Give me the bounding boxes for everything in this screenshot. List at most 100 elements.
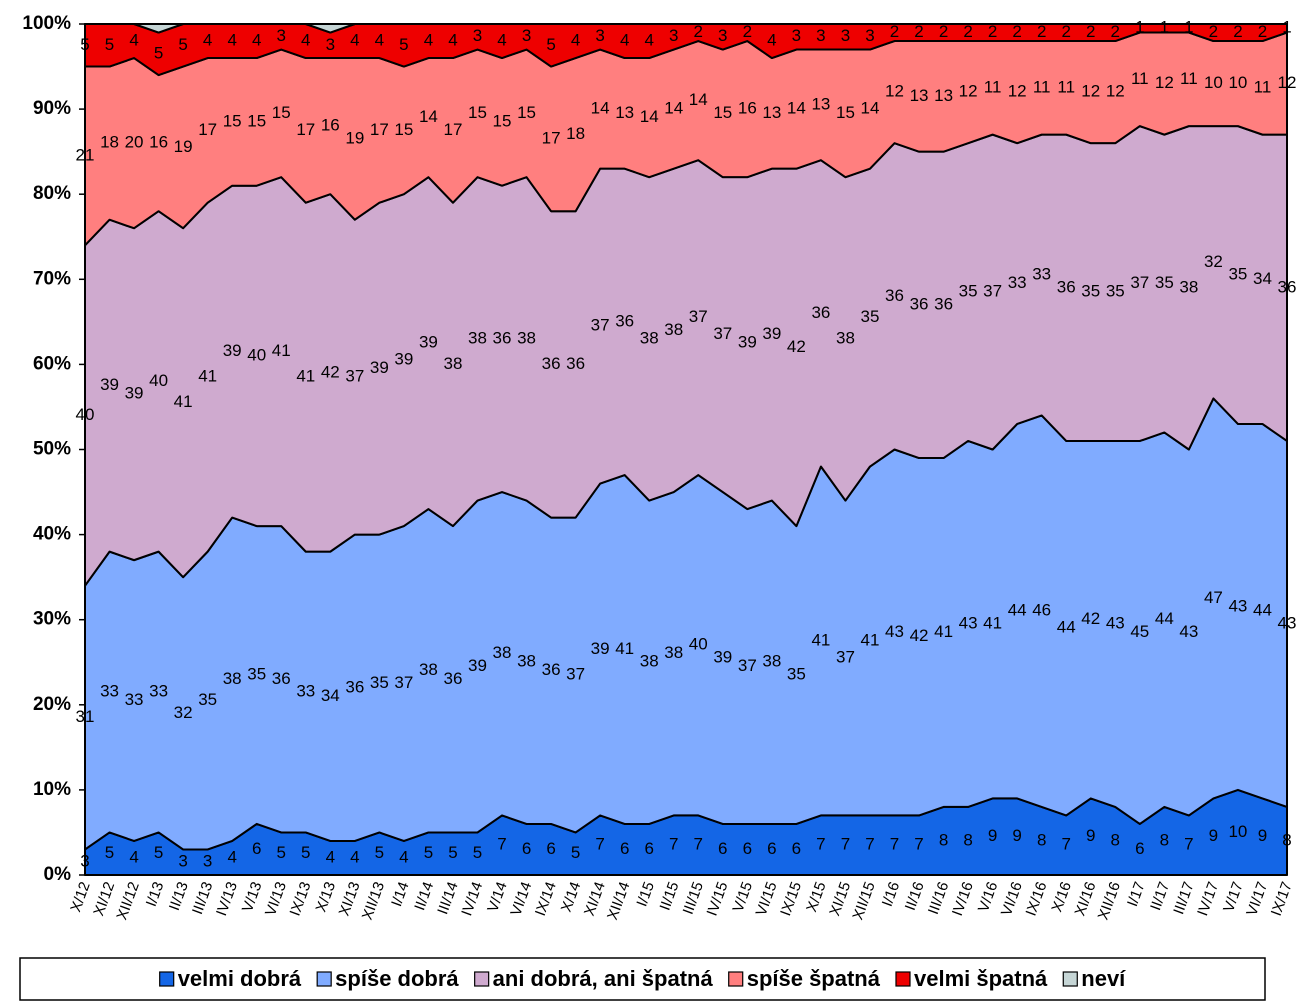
data-label: 2 [1258, 22, 1267, 41]
data-label: 14 [787, 99, 806, 118]
data-label: 11 [1057, 77, 1075, 96]
data-label: 36 [345, 677, 364, 696]
data-label: 17 [198, 120, 217, 139]
data-label: 8 [1037, 830, 1046, 849]
y-tick-label: 70% [33, 268, 71, 289]
data-label: 39 [223, 341, 242, 360]
data-label: 5 [473, 843, 482, 862]
data-label: 5 [546, 35, 555, 54]
x-tick-label: III/17 [1170, 880, 1197, 917]
data-label: 14 [689, 90, 708, 109]
data-label: 41 [174, 392, 193, 411]
data-label: 5 [277, 843, 286, 862]
legend-label: neví [1081, 966, 1126, 991]
data-label: 7 [497, 835, 506, 854]
data-label: 36 [542, 660, 561, 679]
legend-swatch [474, 971, 490, 987]
data-label: 11 [984, 77, 1002, 96]
data-label: 36 [272, 669, 291, 688]
x-tick-label: IX/14 [532, 880, 560, 919]
data-label: 36 [910, 294, 929, 313]
data-label: 6 [718, 839, 727, 858]
data-label: 37 [394, 673, 413, 692]
data-label: 35 [198, 690, 217, 709]
x-tick-label: II/16 [902, 880, 928, 913]
data-label: 39 [370, 358, 389, 377]
data-label: 46 [1032, 601, 1051, 620]
data-label: 11 [1033, 77, 1051, 96]
data-label: 35 [1228, 265, 1247, 284]
x-tick-label: IX/15 [777, 880, 805, 919]
data-label: 34 [321, 686, 340, 705]
legend-label: ani dobrá, ani špatná [493, 966, 714, 991]
data-label: 2 [988, 22, 997, 41]
data-label: 12 [959, 82, 978, 101]
data-label: 2 [743, 22, 752, 41]
x-tick-label: V/16 [975, 880, 1002, 915]
data-label: 34 [1253, 269, 1272, 288]
x-tick-label: IX/16 [1022, 880, 1050, 919]
x-tick-label: I/17 [1124, 880, 1149, 909]
data-label: 16 [321, 116, 340, 135]
x-tick-label: IV/14 [458, 880, 486, 919]
data-label: 44 [1008, 601, 1027, 620]
data-label: 20 [125, 133, 144, 152]
data-label: 39 [125, 384, 144, 403]
data-label: 4 [350, 31, 359, 50]
data-label: 6 [522, 839, 531, 858]
data-label: 4 [448, 31, 457, 50]
x-tick-label: X/15 [803, 880, 830, 915]
data-label: 14 [591, 99, 610, 118]
data-label: 2 [1086, 22, 1095, 41]
data-label: 36 [493, 328, 512, 347]
x-tick-label: V/13 [239, 880, 266, 915]
data-label: 43 [1228, 596, 1247, 615]
data-label: 17 [542, 128, 561, 147]
data-label: 14 [640, 107, 659, 126]
data-label: 12 [1155, 73, 1174, 92]
data-label: 4 [227, 31, 236, 50]
data-label: 2 [890, 22, 899, 41]
data-label: 5 [448, 843, 457, 862]
data-label: 44 [1155, 609, 1174, 628]
data-label: 15 [247, 111, 266, 130]
data-label: 37 [983, 282, 1002, 301]
data-label: 7 [841, 835, 850, 854]
x-tick-label: II/15 [657, 880, 683, 913]
data-label: 42 [787, 337, 806, 356]
data-label: 11 [1131, 69, 1149, 88]
x-tick-label: II/17 [1147, 880, 1173, 913]
x-tick-label: IV/17 [1194, 880, 1222, 919]
data-label: 7 [890, 835, 899, 854]
data-label: 3 [792, 26, 801, 45]
data-label: 44 [1253, 601, 1272, 620]
data-label: 39 [762, 324, 781, 343]
data-label: 5 [154, 843, 163, 862]
data-label: 9 [1258, 826, 1267, 845]
data-label: 43 [1179, 622, 1198, 641]
data-label: 41 [296, 367, 315, 386]
data-label: 41 [934, 622, 953, 641]
data-label: 6 [743, 839, 752, 858]
data-label: 40 [149, 371, 168, 390]
x-tick-label: X/12 [67, 880, 94, 915]
data-label: 44 [1057, 618, 1076, 637]
data-label: 19 [174, 137, 193, 156]
data-label: 39 [591, 639, 610, 658]
legend-swatch [728, 971, 744, 987]
data-label: 4 [644, 31, 653, 50]
data-label: 47 [1204, 588, 1223, 607]
data-label: 4 [203, 31, 212, 50]
y-tick-label: 100% [22, 13, 71, 34]
data-label: 15 [493, 111, 512, 130]
data-label: 13 [811, 94, 830, 113]
data-label: 35 [861, 307, 880, 326]
y-tick-label: 10% [33, 779, 71, 800]
data-label: 2 [1233, 22, 1242, 41]
data-label: 35 [1155, 273, 1174, 292]
data-label: 10 [1204, 73, 1223, 92]
x-tick-label: V/17 [1220, 880, 1247, 915]
data-label: 4 [301, 31, 310, 50]
data-label: 11 [1180, 69, 1198, 88]
data-label: 6 [1135, 839, 1144, 858]
